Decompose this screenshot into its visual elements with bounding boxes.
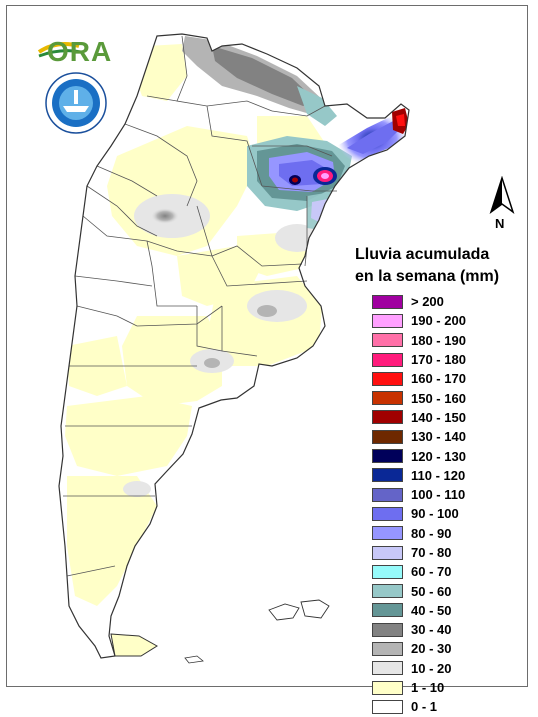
isla-de-los-estados bbox=[184, 655, 204, 664]
legend-swatch bbox=[372, 584, 403, 599]
legend-swatch bbox=[372, 391, 403, 406]
legend-label: 1 - 10 bbox=[411, 680, 445, 696]
legend-label: 120 - 130 bbox=[411, 448, 466, 464]
legend-label: 140 - 150 bbox=[411, 409, 466, 425]
legend-swatch bbox=[372, 294, 403, 309]
legend-row: 170 - 180 bbox=[372, 350, 466, 369]
legend-row: 70 - 80 bbox=[372, 543, 466, 562]
legend-label: 150 - 160 bbox=[411, 390, 466, 406]
legend-title-line2: en la semana (mm) bbox=[355, 268, 500, 285]
legend-swatch bbox=[372, 506, 403, 521]
province-boundaries bbox=[63, 35, 337, 577]
legend-label: 190 - 200 bbox=[411, 313, 466, 329]
legend-row: 150 - 160 bbox=[372, 388, 466, 407]
legend-row: 100 - 110 bbox=[372, 485, 466, 504]
legend-swatch bbox=[372, 622, 403, 637]
legend-label: 0 - 1 bbox=[411, 699, 438, 715]
legend-row: > 200 bbox=[372, 292, 466, 311]
legend-label: 130 - 140 bbox=[411, 429, 466, 445]
legend-label: > 200 bbox=[411, 294, 444, 310]
legend-row: 190 - 200 bbox=[372, 311, 466, 330]
legend-label: 30 - 40 bbox=[411, 622, 452, 638]
legend-row: 30 - 40 bbox=[372, 620, 466, 639]
legend-label: 10 - 20 bbox=[411, 660, 452, 676]
legend-swatch bbox=[372, 333, 403, 348]
legend-label: 100 - 110 bbox=[411, 487, 466, 503]
legend-swatch bbox=[372, 449, 403, 464]
legend-label: 70 - 80 bbox=[411, 545, 452, 560]
legend-label: 170 - 180 bbox=[411, 352, 466, 368]
legend-row: 20 - 30 bbox=[372, 639, 466, 658]
ora-logo: ORA bbox=[37, 34, 117, 68]
legend-row: 10 - 20 bbox=[372, 659, 466, 678]
legend-swatch bbox=[372, 680, 403, 695]
legend-row: 0 - 1 bbox=[372, 697, 466, 716]
legend-row: 50 - 60 bbox=[372, 581, 466, 600]
legend-swatch bbox=[372, 410, 403, 425]
malvinas-islands bbox=[268, 599, 330, 621]
legend-label: 160 - 170 bbox=[411, 371, 466, 387]
legend-swatch bbox=[372, 661, 403, 676]
legend-label: 50 - 60 bbox=[411, 583, 452, 599]
tierra-del-fuego bbox=[110, 633, 158, 657]
legend-row: 130 - 140 bbox=[372, 427, 466, 446]
legend-row: 90 - 100 bbox=[372, 504, 466, 523]
legend-swatch bbox=[372, 641, 403, 656]
legend-row: 120 - 130 bbox=[372, 446, 466, 465]
rainfall-layer bbox=[65, 36, 409, 606]
legend-label: 40 - 50 bbox=[411, 602, 452, 618]
legend-swatch bbox=[372, 526, 403, 541]
legend-title: Lluvia acumulada en la semana (mm) bbox=[355, 244, 499, 288]
argentina-outline bbox=[58, 33, 410, 659]
legend-label: 80 - 90 bbox=[411, 525, 452, 541]
ora-swoosh-icon bbox=[37, 42, 82, 58]
legend-swatch bbox=[372, 487, 403, 502]
map-frame: ORA N Lluvia acumulada en la semana (mm)… bbox=[6, 5, 528, 714]
legend-swatch bbox=[372, 603, 403, 618]
legend-swatch bbox=[372, 352, 403, 367]
legend-label: 110 - 120 bbox=[411, 467, 466, 483]
legend-swatch bbox=[372, 371, 403, 386]
legend-swatch bbox=[372, 545, 403, 560]
legend-swatch bbox=[372, 313, 403, 328]
legend-row: 1 - 10 bbox=[372, 678, 466, 697]
legend: > 200 190 - 200 180 - 190 170 - 180 160 - 17… bbox=[372, 292, 466, 717]
legend-row: 140 - 150 bbox=[372, 408, 466, 427]
legend-row: 110 - 120 bbox=[372, 466, 466, 485]
legend-label: 180 - 190 bbox=[411, 332, 466, 348]
legend-swatch bbox=[372, 429, 403, 444]
legend-label: 90 - 100 bbox=[411, 506, 459, 522]
north-arrow-icon bbox=[489, 176, 515, 214]
legend-row: 80 - 90 bbox=[372, 524, 466, 543]
north-label: N bbox=[495, 216, 505, 231]
legend-row: 60 - 70 bbox=[372, 562, 466, 581]
legend-label: 60 - 70 bbox=[411, 564, 452, 580]
legend-swatch bbox=[372, 468, 403, 483]
legend-label: 20 - 30 bbox=[411, 641, 452, 657]
legend-swatch bbox=[372, 564, 403, 579]
legend-row: 40 - 50 bbox=[372, 601, 466, 620]
rainfall-map bbox=[58, 33, 410, 664]
legend-title-line1: Lluvia acumulada bbox=[355, 246, 490, 263]
ora-logo-text: ORA bbox=[47, 36, 113, 67]
legend-row: 180 - 190 bbox=[372, 331, 466, 350]
legend-row: 160 - 170 bbox=[372, 369, 466, 388]
legend-swatch bbox=[372, 699, 403, 714]
seal-emblem-icon bbox=[45, 72, 107, 134]
